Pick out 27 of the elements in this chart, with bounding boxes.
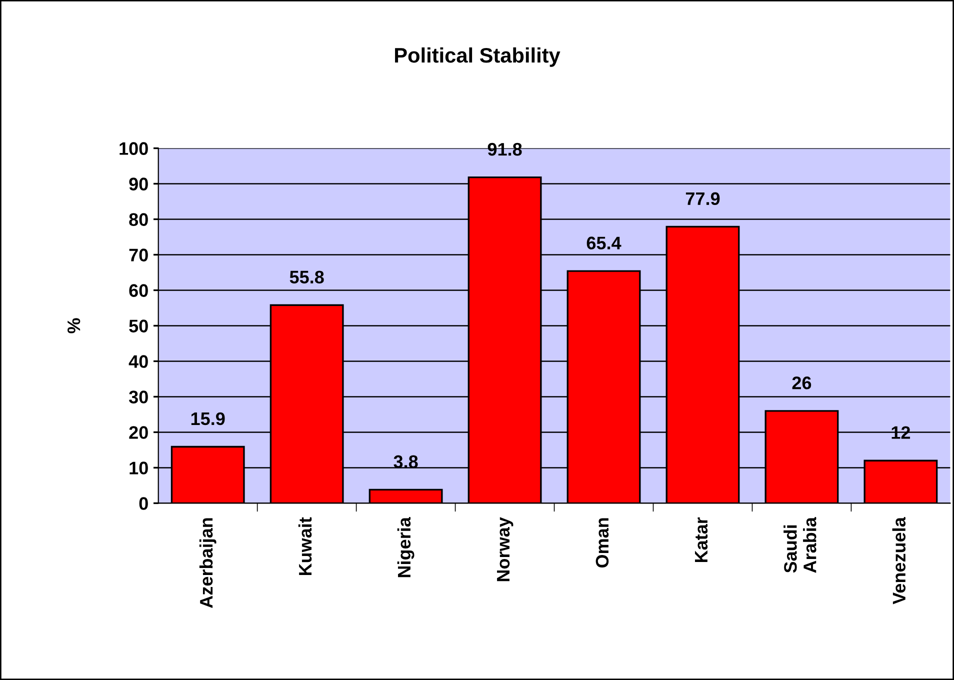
x-tick-label: Oman bbox=[596, 518, 609, 568]
y-tick-label: 20 bbox=[129, 426, 148, 439]
y-tick-label: 30 bbox=[128, 390, 148, 404]
data-label: 15.9 bbox=[191, 412, 225, 426]
x-tick-label: Venezuela bbox=[892, 516, 906, 604]
y-tick-label: 80 bbox=[129, 213, 148, 226]
y-tick-label: 60 bbox=[129, 284, 148, 297]
y-tick-label: 40 bbox=[128, 355, 148, 368]
x-tick-label: Kuwait bbox=[298, 517, 312, 576]
x-tick-label: Nigeria bbox=[397, 516, 414, 578]
y-axis-title: % bbox=[67, 318, 80, 334]
data-label: 77.9 bbox=[686, 192, 720, 206]
x-tick-label: Norway bbox=[497, 517, 514, 582]
y-tick-label: 0 bbox=[139, 497, 148, 510]
x-tick-label: Azerbaijan bbox=[199, 518, 216, 608]
y-tick-label: 10 bbox=[130, 462, 148, 474]
data-label: 26 bbox=[792, 376, 812, 390]
x-tick-label: Katar bbox=[694, 517, 708, 562]
y-tick-label: 100 bbox=[120, 142, 148, 155]
y-tick-label: 50 bbox=[129, 320, 148, 332]
x-tick-label: Saudi Arabia bbox=[784, 516, 816, 573]
y-tick-label: 70 bbox=[129, 248, 148, 262]
y-tick-label: 90 bbox=[129, 178, 148, 190]
chart-title: Political Stability bbox=[395, 47, 560, 67]
data-label: 65.4 bbox=[586, 236, 622, 250]
data-label: 3.8 bbox=[394, 455, 418, 468]
data-label: 55.8 bbox=[290, 270, 324, 284]
